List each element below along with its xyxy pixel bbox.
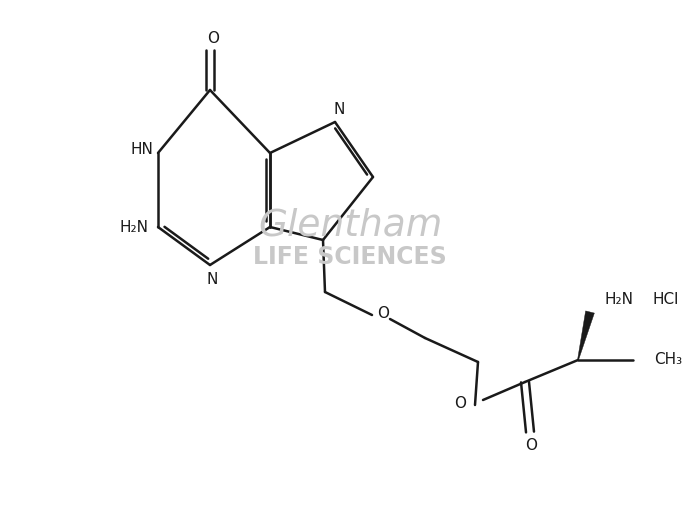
Text: CH₃: CH₃ [654, 353, 682, 368]
Text: N: N [206, 271, 218, 287]
Text: H₂N: H₂N [604, 292, 633, 306]
Text: HCl: HCl [652, 292, 679, 306]
Text: HN: HN [130, 141, 153, 157]
Text: Glentham: Glentham [258, 207, 442, 243]
Text: O: O [207, 31, 219, 46]
Text: H₂N: H₂N [119, 219, 148, 235]
Polygon shape [578, 311, 594, 360]
Text: N: N [333, 101, 345, 116]
Text: O: O [377, 306, 389, 321]
Text: O: O [454, 396, 466, 410]
Text: O: O [525, 437, 537, 452]
Text: LIFE SCIENCES: LIFE SCIENCES [253, 245, 447, 269]
